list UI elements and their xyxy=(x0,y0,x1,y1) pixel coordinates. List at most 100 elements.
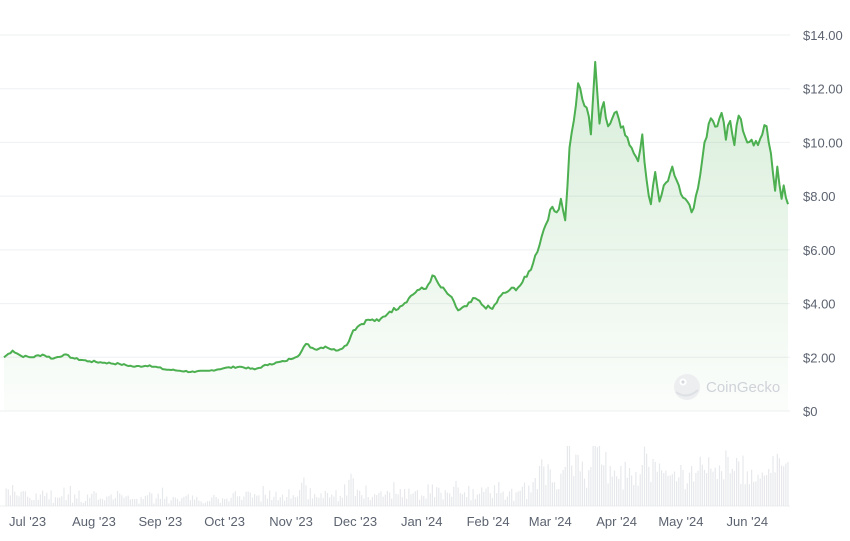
volume-bar xyxy=(206,501,209,506)
volume-bar xyxy=(101,499,104,506)
price-area-fill xyxy=(4,61,788,412)
x-tick-label: Aug '23 xyxy=(72,514,116,529)
volume-bar xyxy=(138,503,140,506)
volume-bar xyxy=(427,484,429,506)
volume-bar xyxy=(168,503,170,506)
volume-bar xyxy=(543,466,545,506)
volume-bar xyxy=(504,499,506,506)
volume-bar xyxy=(515,492,517,506)
volume-bar xyxy=(74,494,76,506)
volume-bar xyxy=(198,500,200,506)
volume-bar xyxy=(371,496,373,506)
volume-bar xyxy=(519,490,521,506)
volume-bar xyxy=(723,479,725,506)
volume-bar xyxy=(292,495,294,506)
x-tick-label: Jun '24 xyxy=(727,514,769,529)
volume-bar xyxy=(123,497,125,506)
volume-bar xyxy=(305,485,307,506)
volume-bar xyxy=(7,489,9,506)
volume-bar xyxy=(65,500,67,506)
volume-bar xyxy=(498,482,500,506)
volume-bar xyxy=(712,471,714,506)
volume-bar xyxy=(281,494,284,506)
volume-bar xyxy=(97,499,99,506)
volume-bar xyxy=(658,463,661,506)
volume-bar xyxy=(200,501,202,506)
volume-bar xyxy=(376,495,378,506)
gecko-logo-icon xyxy=(674,374,700,400)
x-tick-label: Dec '23 xyxy=(333,514,377,529)
x-tick-label: Nov '23 xyxy=(269,514,313,529)
volume-bar xyxy=(284,500,286,506)
volume-bar xyxy=(307,499,309,506)
volume-bar xyxy=(616,476,618,506)
volume-bar xyxy=(44,496,46,506)
volume-bar xyxy=(67,494,69,506)
volume-bar xyxy=(661,470,663,506)
volume-bar xyxy=(99,498,101,506)
volume-bar xyxy=(611,476,613,506)
volume-bar xyxy=(440,492,442,506)
volume-bar xyxy=(416,490,418,506)
volume-bar xyxy=(151,493,153,506)
volume-bar xyxy=(395,493,397,506)
volume-bar xyxy=(271,500,273,506)
volume-bar xyxy=(247,491,249,506)
volume-bar xyxy=(183,496,185,506)
volume-bar xyxy=(341,497,343,506)
coingecko-watermark: CoinGecko xyxy=(674,374,780,400)
volume-bar xyxy=(18,496,20,506)
volume-bar xyxy=(159,498,161,506)
volume-bar xyxy=(294,497,296,506)
volume-bar xyxy=(20,491,22,506)
volume-bar xyxy=(243,496,245,506)
volume-bar xyxy=(329,497,331,506)
volume-bar xyxy=(669,475,671,506)
volume-bar xyxy=(84,501,86,506)
volume-bar xyxy=(299,490,301,506)
volume-bar xyxy=(95,492,97,506)
volume-bar xyxy=(718,465,721,506)
volume-bar xyxy=(676,481,678,506)
volume-bar xyxy=(213,494,215,506)
volume-bar xyxy=(667,475,669,506)
volume-bar xyxy=(562,470,564,506)
volume-bar xyxy=(324,490,326,506)
volume-bar xyxy=(170,500,172,506)
volume-bar xyxy=(556,489,558,506)
volume-bar xyxy=(236,496,239,506)
volume-bar xyxy=(545,485,547,506)
volume-bar xyxy=(493,485,496,506)
volume-bar xyxy=(708,457,710,506)
volume-bar xyxy=(547,464,549,506)
volume-bar xyxy=(127,495,129,506)
volume-bar xyxy=(386,490,388,506)
volume-bar xyxy=(367,497,369,506)
volume-bar xyxy=(656,471,658,506)
volume-bar xyxy=(768,469,770,506)
volume-bar xyxy=(33,500,35,506)
volume-bar xyxy=(71,502,74,506)
volume-bar xyxy=(153,503,155,506)
volume-bar xyxy=(680,465,682,506)
volume-bar xyxy=(228,501,230,506)
volume-bar xyxy=(339,495,341,506)
volume-bar xyxy=(209,500,211,506)
y-tick-label: $8.00 xyxy=(803,189,836,204)
volume-bar xyxy=(457,487,459,506)
volume-bar xyxy=(575,454,577,506)
watermark-text: CoinGecko xyxy=(706,379,780,396)
volume-bar xyxy=(50,490,52,506)
volume-bar xyxy=(431,484,433,506)
volume-bar xyxy=(245,491,247,506)
volume-bar xyxy=(114,498,116,506)
volume-bar xyxy=(517,491,519,506)
volume-bar xyxy=(759,478,761,506)
x-tick-label: Apr '24 xyxy=(596,514,637,529)
volume-bar xyxy=(695,472,697,506)
volume-bar xyxy=(166,496,168,506)
volume-bar xyxy=(63,487,65,506)
volume-bar xyxy=(663,473,665,506)
volume-bar xyxy=(438,487,440,506)
volume-bar xyxy=(258,495,260,506)
